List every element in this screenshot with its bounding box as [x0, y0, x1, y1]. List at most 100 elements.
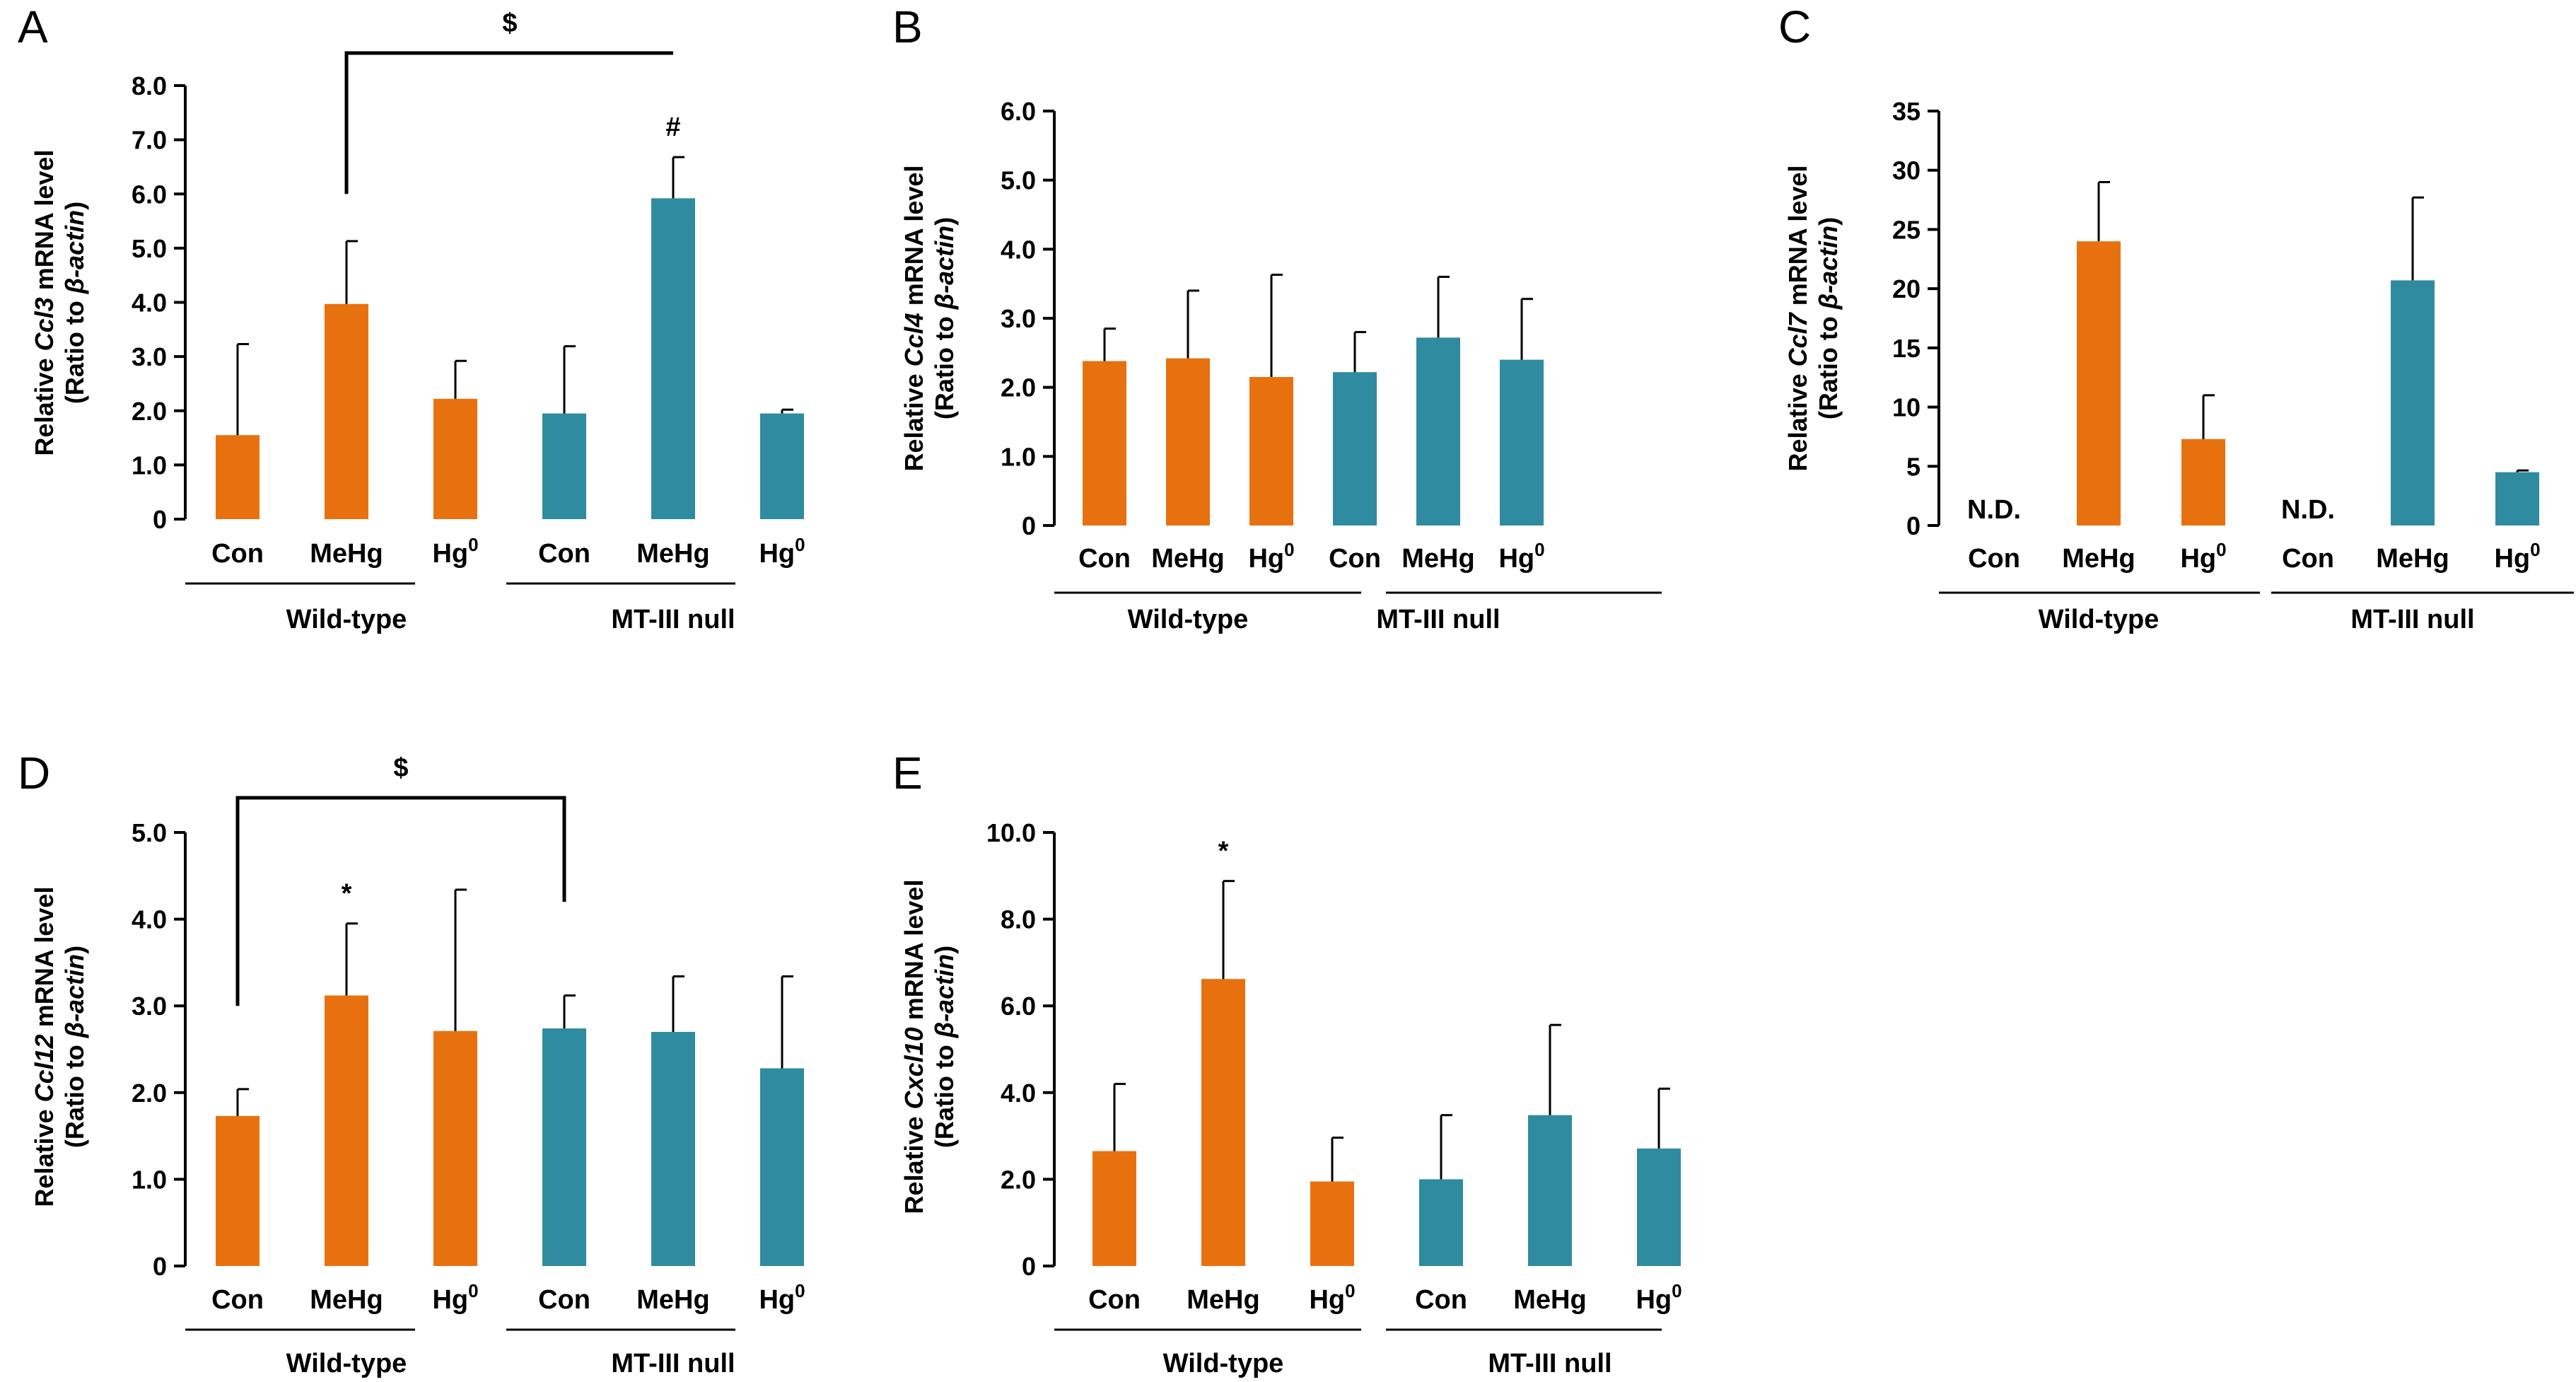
group-label: MT-III null	[1488, 1349, 1612, 1378]
y-tick-label: 3.0	[1001, 304, 1036, 333]
category-label-text: Con	[1415, 1285, 1467, 1315]
y-axis-subtitle: (Ratio to β-actin)	[930, 946, 959, 1148]
y-tick-label: 35	[1892, 97, 1921, 126]
y-axis-title: Relative Cxcl10 mRNA level	[899, 880, 928, 1214]
category-label: MeHg	[310, 1285, 383, 1315]
y-axis-subtitle-part: (Ratio to	[930, 309, 959, 419]
group-label: MT-III null	[611, 1349, 735, 1378]
bar	[651, 198, 695, 519]
category-label: Con	[211, 1285, 264, 1315]
y-axis-subtitle-part: β-actin	[1814, 226, 1843, 310]
y-tick-label: 5	[1906, 452, 1921, 481]
bar	[760, 1068, 804, 1266]
y-tick-label: 6.0	[132, 180, 167, 209]
category-label-text: MeHg	[310, 539, 383, 569]
category-label: Hg0	[1498, 539, 1544, 574]
y-axis-subtitle: (Ratio to β-actin)	[930, 217, 959, 419]
bar	[2077, 241, 2121, 525]
group-label: MT-III null	[611, 605, 735, 634]
y-tick-label: 4.0	[132, 905, 167, 934]
category-label-text: MeHg	[2376, 544, 2449, 574]
category-label-text: Hg	[2180, 544, 2216, 574]
y-tick-label: 6.0	[1001, 992, 1036, 1021]
bar	[2181, 439, 2225, 525]
category-label-text: Hg	[759, 539, 795, 569]
bar	[542, 1028, 586, 1266]
category-label-text: MeHg	[636, 1285, 709, 1315]
category-superscript: 0	[1345, 1280, 1355, 1301]
category-label-text: Hg	[1636, 1285, 1672, 1315]
y-tick-label: 5.0	[132, 234, 167, 263]
y-axis-title-part: Relative	[30, 351, 59, 455]
category-label-text: Con	[538, 1285, 590, 1315]
panel-c: C 0 5 10 15 20 25 30 35 Relative Ccl7 mRNA level(…	[1778, 1, 2574, 634]
category-label: Hg0	[1636, 1280, 1682, 1315]
bar	[1083, 361, 1126, 525]
category-label: Hg0	[1248, 539, 1294, 574]
y-axis-subtitle-part: (Ratio to	[1814, 309, 1843, 419]
bar	[216, 435, 260, 519]
category-superscript: 0	[1534, 539, 1544, 560]
y-axis-title-part: mRNA level	[30, 887, 59, 1035]
y-axis-subtitle-part: )	[1814, 217, 1843, 226]
bar	[216, 1115, 260, 1266]
y-axis-title-part: Ccl3	[30, 297, 59, 351]
category-label-text: Hg	[759, 1285, 795, 1315]
category-label-text: Con	[1968, 544, 2020, 574]
bar	[2495, 472, 2539, 525]
y-axis-title-part: Ccl7	[1783, 311, 1812, 366]
y-tick-label: 2.0	[132, 1079, 167, 1108]
y-axis-subtitle-part: β-actin	[930, 954, 959, 1038]
significance-mark: *	[342, 879, 352, 909]
y-tick-label: 5.0	[1001, 166, 1036, 195]
y-axis-subtitle-part: (Ratio to	[60, 294, 89, 404]
y-axis-title-part: Relative	[899, 1109, 928, 1214]
category-label-text: Hg	[432, 1285, 468, 1315]
category-label-text: Hg	[2494, 544, 2530, 574]
y-tick-label: 20	[1892, 274, 1921, 303]
y-axis-subtitle-part: β-actin	[930, 226, 959, 310]
group-label: MT-III null	[1376, 605, 1500, 634]
y-axis-title: Relative Ccl4 mRNA level	[899, 166, 928, 472]
y-tick-label: 0	[153, 1252, 167, 1281]
y-axis-subtitle: (Ratio to β-actin)	[60, 946, 89, 1148]
y-tick-label: 0	[1022, 511, 1036, 540]
category-label-text: Con	[211, 1285, 264, 1315]
y-tick-label: 1.0	[132, 451, 167, 480]
significance-mark: #	[665, 112, 680, 142]
category-label: MeHg	[1513, 1285, 1586, 1315]
category-label: Con	[2282, 544, 2334, 574]
category-label: Con	[538, 539, 590, 569]
group-label: Wild-type	[1128, 605, 1249, 634]
category-label: Hg0	[759, 1280, 805, 1315]
category-superscript: 0	[795, 1280, 805, 1301]
bracket-label: $	[502, 8, 517, 38]
category-label-text: Hg	[1248, 544, 1284, 574]
y-tick-label: 1.0	[132, 1165, 167, 1194]
y-axis-title: Relative Ccl7 mRNA level	[1783, 166, 1812, 472]
category-label: Con	[211, 539, 264, 569]
bar	[2391, 280, 2435, 525]
category-superscript: 0	[795, 534, 805, 555]
y-tick-label: 30	[1892, 156, 1921, 185]
y-tick-label: 15	[1892, 334, 1921, 363]
category-label: Con	[1968, 544, 2020, 574]
y-axis-subtitle-part: )	[60, 202, 89, 210]
bar	[1092, 1151, 1136, 1266]
bar	[1310, 1181, 1354, 1266]
y-axis-title-part: Ccl4	[899, 313, 928, 366]
y-axis-subtitle-part: (Ratio to	[60, 1038, 89, 1148]
bar	[325, 995, 368, 1266]
y-axis-title-part: mRNA level	[1783, 166, 1812, 313]
group-label: MT-III null	[2350, 605, 2474, 634]
category-label: Con	[538, 1285, 590, 1315]
category-label: MeHg	[2376, 544, 2449, 574]
y-tick-label: 1.0	[1001, 442, 1036, 471]
category-label: Con	[1088, 1285, 1141, 1315]
y-tick-label: 8.0	[1001, 905, 1036, 934]
category-label-text: MeHg	[310, 1285, 383, 1315]
category-label: MeHg	[1187, 1285, 1259, 1315]
y-tick-label: 4.0	[132, 289, 167, 318]
y-tick-label: 7.0	[132, 126, 167, 155]
category-superscript: 0	[1672, 1280, 1682, 1301]
